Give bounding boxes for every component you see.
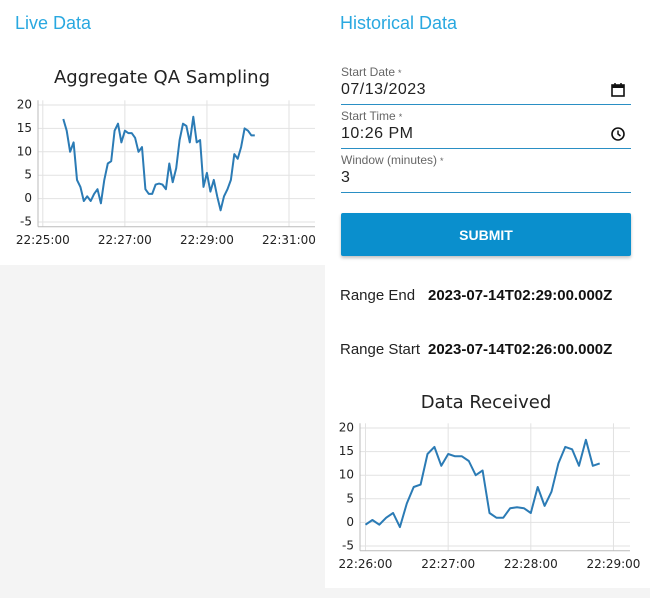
x-tick-label: 22:28:00: [504, 557, 558, 571]
label-text: Window (minutes): [341, 153, 438, 167]
live-panel: Live Data: [0, 0, 325, 265]
field-label: Start Date *: [341, 65, 402, 79]
field-label: Window (minutes) *: [341, 153, 444, 167]
y-tick-label: 20: [339, 421, 354, 435]
data-line: [364, 438, 601, 529]
chart-title: Aggregate QA Sampling: [54, 67, 270, 88]
range-label: Range End: [340, 287, 416, 304]
range-value: 2023-07-14T02:26:00.000Z: [428, 341, 613, 358]
label-text: Start Time: [341, 109, 396, 123]
time-input[interactable]: 10:26 PM: [341, 125, 414, 142]
y-tick-label: 15: [339, 444, 354, 458]
y-tick-label: 20: [17, 97, 32, 111]
range-value: 2023-07-14T02:29:00.000Z: [428, 287, 613, 304]
x-tick-label: 22:25:00: [16, 233, 70, 247]
x-tick-label: 22:27:00: [98, 233, 152, 247]
panel-title: Live Data: [15, 13, 92, 33]
y-tick-label: -5: [342, 538, 354, 552]
required-mark: *: [398, 68, 402, 78]
x-tick-label: 22:27:00: [421, 557, 475, 571]
x-tick-label: 22:26:00: [339, 557, 393, 571]
y-tick-label: 0: [24, 191, 32, 205]
data-line: [62, 115, 255, 212]
y-tick-label: 15: [17, 121, 32, 135]
y-tick-label: 5: [24, 168, 32, 182]
submit-button[interactable]: SUBMIT: [341, 213, 631, 256]
calendar-icon[interactable]: [610, 82, 626, 98]
chart-title: Data Received: [421, 392, 552, 413]
y-tick-label: 0: [346, 515, 354, 529]
date-input[interactable]: 07/13/2023: [341, 81, 427, 98]
clock-icon[interactable]: [610, 126, 626, 142]
x-tick-label: 22:29:00: [587, 557, 641, 571]
input-underline: [341, 192, 631, 193]
field-label: Start Time *: [341, 109, 402, 123]
y-tick-label: 5: [346, 491, 354, 505]
x-tick-label: 22:31:00: [262, 233, 316, 247]
range-label: Range Start: [340, 341, 421, 358]
required-mark: *: [440, 156, 444, 166]
required-mark: *: [398, 112, 403, 122]
y-tick-label: 10: [17, 144, 32, 158]
input-underline: [341, 148, 631, 149]
x-tick-label: 22:29:00: [180, 233, 234, 247]
panel-title: Historical Data: [340, 13, 458, 33]
label-text: Start Date: [341, 65, 396, 79]
window-input[interactable]: 3: [341, 169, 351, 186]
y-tick-label: -5: [20, 215, 32, 229]
input-underline: [341, 104, 631, 105]
y-tick-label: 10: [339, 468, 354, 482]
historical-panel: Historical Data: [325, 0, 650, 588]
